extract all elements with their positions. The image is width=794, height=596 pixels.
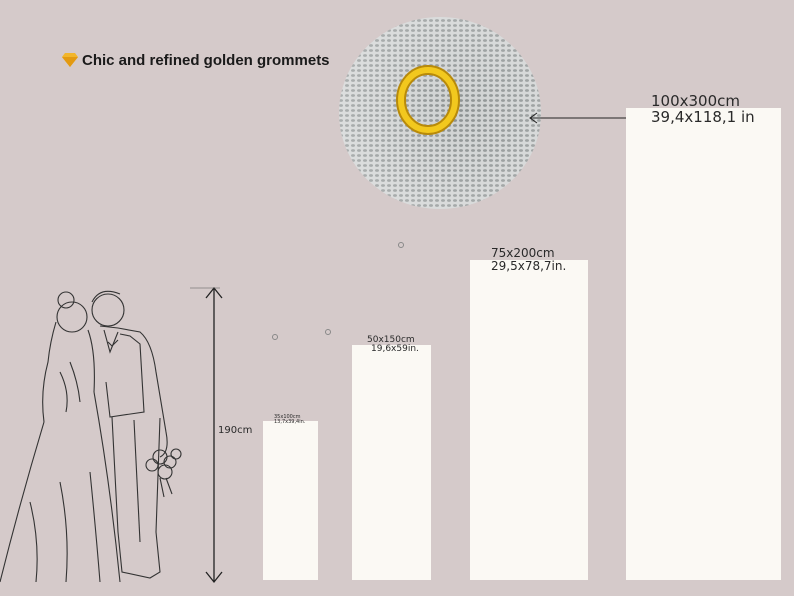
arrow-left-icon (529, 112, 635, 124)
size-label-2: 50x150cm 19,6x59in. (367, 335, 419, 355)
size-label-1: 35x100cm 13,7x39,4in. (274, 414, 306, 426)
height-dimension-line (190, 286, 223, 584)
headline: Chic and refined golden grommets (62, 52, 330, 69)
headline-text: Chic and refined golden grommets (82, 52, 330, 69)
marker-dot (325, 329, 331, 335)
grommet-closeup-image (339, 17, 541, 209)
gem-icon (62, 53, 78, 67)
marker-dot (272, 334, 278, 340)
height-label: 190cm (218, 425, 253, 436)
curtain-panel-35x100 (263, 421, 318, 580)
size-label-3: 75x200cm 29,5x78,7in. (491, 246, 567, 273)
marker-dot (398, 242, 404, 248)
size-label-4: 100x300cm 39,4x118,1 in (651, 92, 755, 126)
bride-groom-illustration (0, 290, 182, 583)
curtain-panel-75x200 (470, 260, 588, 580)
curtain-panel-50x150 (352, 345, 431, 580)
curtain-panel-100x300 (626, 108, 781, 580)
